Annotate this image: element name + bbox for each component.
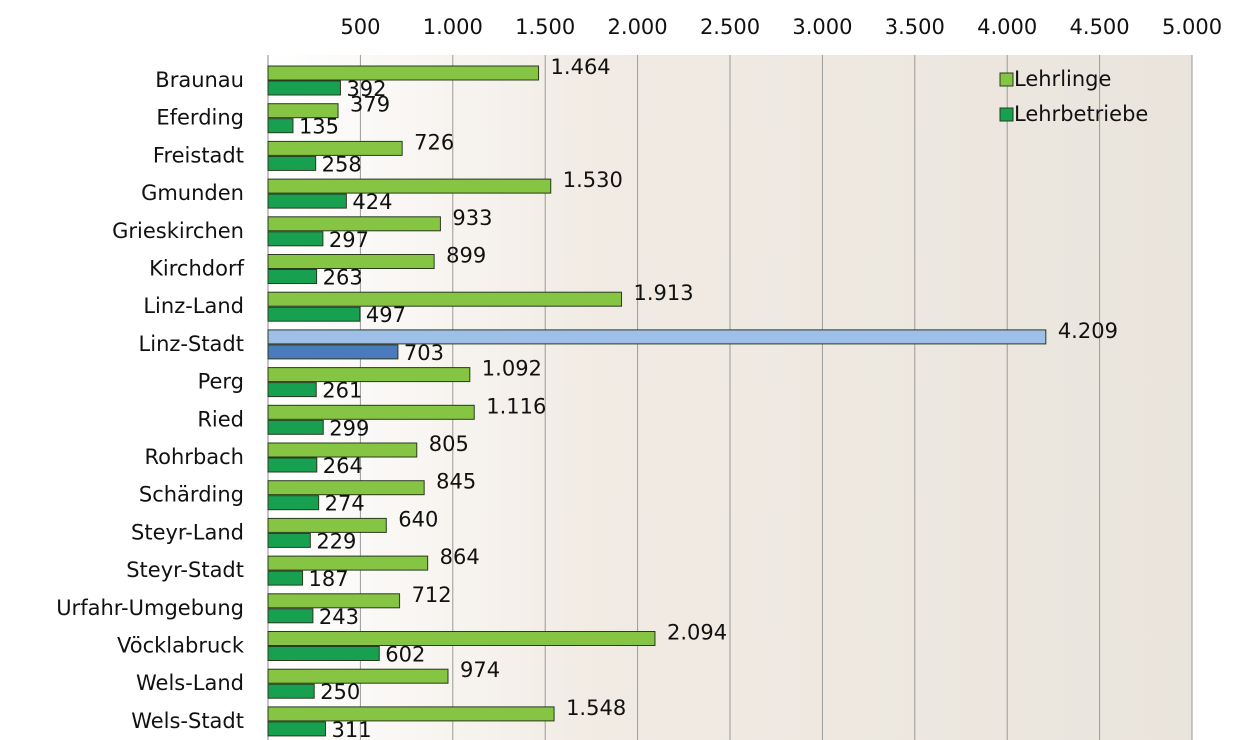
x-tick-label: 2.000 xyxy=(608,15,668,39)
bar xyxy=(268,609,313,623)
x-tick-label: 5.000 xyxy=(1162,15,1222,39)
category-label: Braunau xyxy=(155,68,244,92)
value-label: 297 xyxy=(329,228,369,252)
bar xyxy=(268,383,316,397)
bar xyxy=(268,420,323,434)
category-label: Ried xyxy=(197,407,244,431)
bar xyxy=(268,179,551,193)
value-label: 864 xyxy=(440,545,480,569)
value-label: 1.116 xyxy=(486,394,546,418)
category-label: Wels-Land xyxy=(136,671,244,695)
category-label: Freistadt xyxy=(153,143,244,167)
value-label: 1.913 xyxy=(634,281,694,305)
value-label: 1.092 xyxy=(482,357,542,381)
value-label: 703 xyxy=(404,341,444,365)
value-label: 726 xyxy=(414,130,454,154)
bar xyxy=(268,232,323,246)
value-label: 712 xyxy=(412,583,452,607)
value-label: 602 xyxy=(385,643,425,667)
value-label: 379 xyxy=(350,93,390,117)
x-tick-label: 4.000 xyxy=(977,15,1037,39)
value-label: 1.464 xyxy=(551,55,611,79)
bar xyxy=(268,571,303,585)
bar xyxy=(268,270,317,284)
category-label: Grieskirchen xyxy=(112,219,244,243)
value-label: 640 xyxy=(398,507,438,531)
value-label: 243 xyxy=(319,605,359,629)
bar xyxy=(268,458,317,472)
bar xyxy=(268,66,539,80)
category-label: Wels-Stadt xyxy=(131,709,244,733)
category-label: Linz-Stadt xyxy=(139,332,244,356)
value-label: 274 xyxy=(325,492,365,516)
value-label: 1.548 xyxy=(566,696,626,720)
value-label: 264 xyxy=(323,454,363,478)
value-label: 229 xyxy=(316,529,356,553)
legend-label: Lehrlinge xyxy=(1014,67,1111,91)
bar xyxy=(268,81,340,95)
legend-swatch xyxy=(1000,108,1013,121)
category-label: Schärding xyxy=(139,483,244,507)
value-label: 899 xyxy=(446,244,486,268)
x-tick-label: 3.500 xyxy=(885,15,945,39)
value-label: 263 xyxy=(323,266,363,290)
value-label: 424 xyxy=(352,190,392,214)
bar xyxy=(268,405,474,419)
x-tick-label: 4.500 xyxy=(1070,15,1130,39)
legend-label: Lehrbetriebe xyxy=(1014,102,1148,126)
value-label: 805 xyxy=(429,432,469,456)
value-label: 845 xyxy=(436,470,476,494)
value-label: 497 xyxy=(366,303,406,327)
x-tick-label: 1.000 xyxy=(423,15,483,39)
bar xyxy=(268,330,1046,344)
bar xyxy=(268,156,316,170)
value-label: 258 xyxy=(322,152,362,176)
bar xyxy=(268,533,310,547)
category-label: Urfahr-Umgebung xyxy=(56,596,244,620)
category-label: Kirchdorf xyxy=(149,257,244,281)
value-label: 311 xyxy=(331,718,371,740)
legend-swatch xyxy=(1000,73,1013,86)
x-tick-label: 1.500 xyxy=(515,15,575,39)
bar xyxy=(268,496,319,510)
x-tick-label: 500 xyxy=(340,15,380,39)
bar xyxy=(268,119,293,133)
x-tick-label: 3.000 xyxy=(792,15,852,39)
value-label: 933 xyxy=(452,206,492,230)
bar xyxy=(268,722,325,736)
x-tick-label: 2.500 xyxy=(700,15,760,39)
value-label: 187 xyxy=(309,567,349,591)
value-label: 250 xyxy=(320,680,360,704)
value-label: 299 xyxy=(329,416,369,440)
value-label: 2.094 xyxy=(667,621,727,645)
value-label: 261 xyxy=(322,379,362,403)
bar xyxy=(268,647,379,661)
category-label: Perg xyxy=(198,370,244,394)
bar xyxy=(268,707,554,721)
bar xyxy=(268,684,314,698)
bar xyxy=(268,345,398,359)
category-label: Linz-Land xyxy=(143,294,244,318)
bar xyxy=(268,194,346,208)
value-label: 4.209 xyxy=(1058,319,1118,343)
category-label: Gmunden xyxy=(141,181,244,205)
category-label: Rohrbach xyxy=(145,445,245,469)
bar xyxy=(268,307,360,321)
bar xyxy=(268,632,655,646)
bar xyxy=(268,368,470,382)
value-label: 974 xyxy=(460,658,500,682)
value-label: 135 xyxy=(299,115,339,139)
category-label: Eferding xyxy=(156,106,244,130)
category-label: Vöcklabruck xyxy=(117,634,245,658)
chart: 500 1.000 1.500 2.000 2.500 3.000 3.500 4.000 4.… xyxy=(0,0,1240,740)
bar xyxy=(268,292,622,306)
category-label: Steyr-Land xyxy=(131,520,244,544)
category-label: Steyr-Stadt xyxy=(126,558,244,582)
value-label: 1.530 xyxy=(563,168,623,192)
